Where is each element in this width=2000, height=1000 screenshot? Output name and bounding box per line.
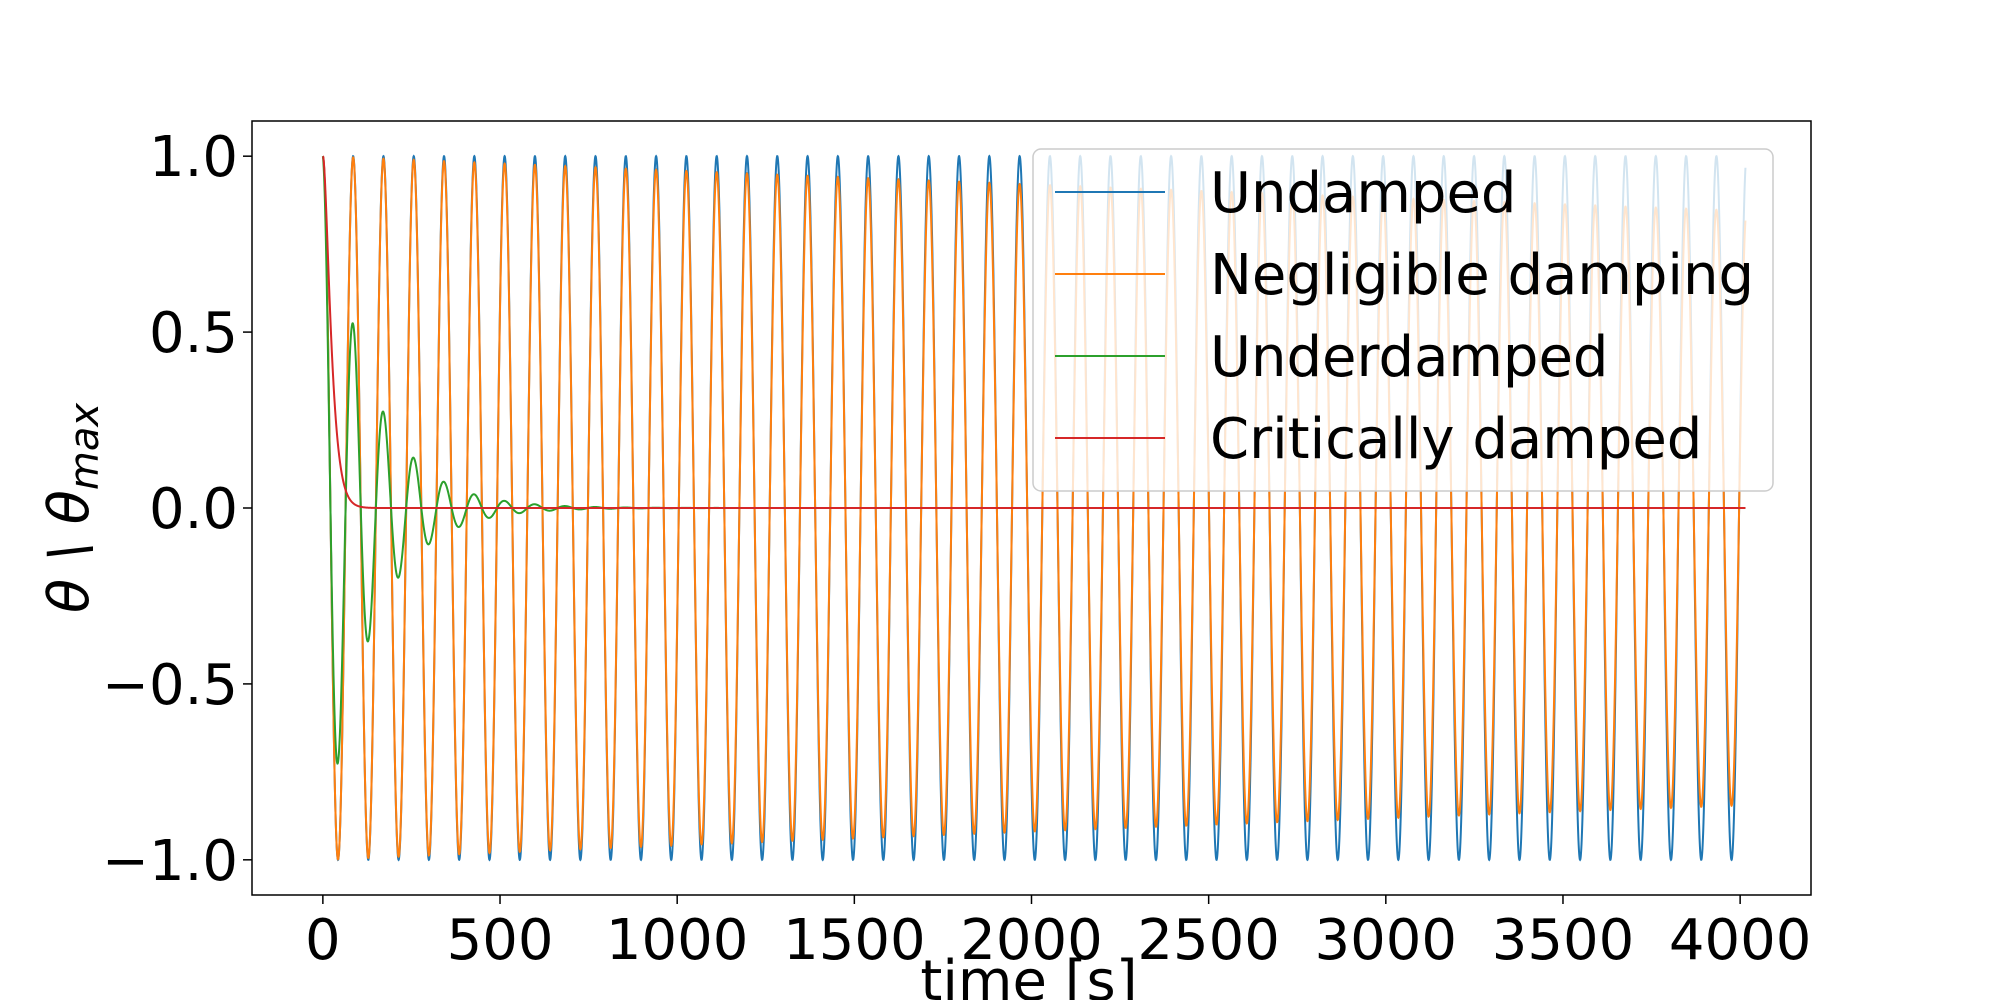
y-tick-label: 0.0	[149, 477, 238, 542]
x-tick-label: 3000	[1315, 908, 1458, 973]
x-tick-label: 3500	[1492, 908, 1635, 973]
x-axis-ticks: 0 500 1000 1500 2000 2500 3000 3500 4000	[305, 895, 1811, 973]
y-axis-ticks: 1.0 0.5 0.0 −0.5 −1.0	[102, 125, 252, 894]
legend-label-2: Underdamped	[1210, 325, 1608, 390]
legend: Undamped Negligible damping Underdamped Cri…	[1032, 148, 1774, 492]
y-tick-label: −0.5	[102, 653, 238, 718]
x-tick-label: 4000	[1669, 908, 1812, 973]
x-tick-label: 500	[447, 908, 554, 973]
y-tick-label: 1.0	[149, 125, 238, 190]
legend-label-1: Negligible damping	[1210, 243, 1754, 308]
legend-box	[1032, 148, 1774, 492]
x-tick-label: 1500	[783, 908, 926, 973]
series-line-3	[322, 155, 1746, 509]
x-axis-label: time [s]	[920, 949, 1137, 1000]
legend-label-0: Undamped	[1210, 161, 1516, 226]
y-axis-label-base: θ \ θ	[37, 490, 102, 613]
x-tick-label: 2500	[1137, 908, 1280, 973]
y-tick-label: −1.0	[102, 829, 238, 894]
legend-label-3: Critically damped	[1210, 407, 1702, 472]
x-tick-label: 2000	[960, 908, 1103, 973]
y-tick-label: 0.5	[149, 301, 238, 366]
x-tick-label: 0	[305, 908, 341, 973]
y-axis-label: θ \ θmax	[37, 403, 108, 613]
y-axis-label-sub: max	[62, 403, 108, 490]
x-tick-label: 1000	[606, 908, 749, 973]
